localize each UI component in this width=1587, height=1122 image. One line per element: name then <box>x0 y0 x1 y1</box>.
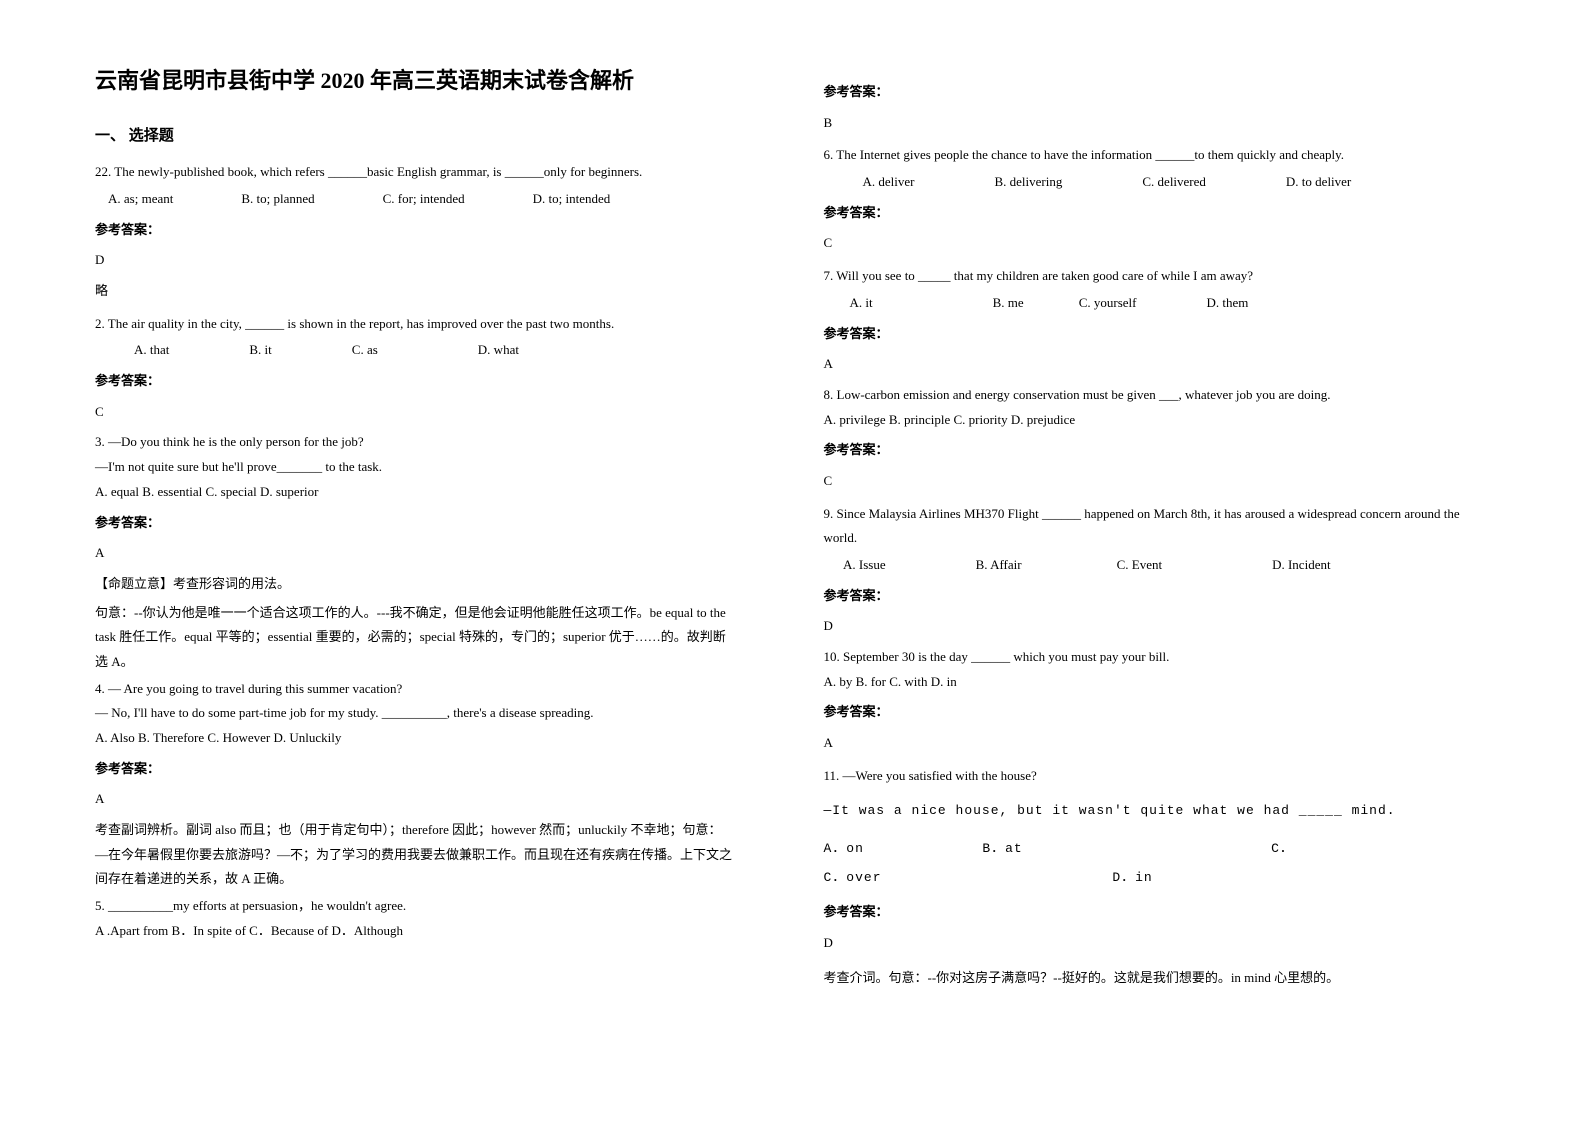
opt-d: D. to deliver <box>1286 170 1351 195</box>
opt-b: B. it <box>249 338 271 363</box>
answer-label: 参考答案： <box>824 584 1478 609</box>
opt-d: D. what <box>478 338 519 363</box>
explain-1: 【命题立意】考查形容词的用法。 <box>95 572 734 597</box>
opt-b: B. to; planned <box>228 187 314 212</box>
question-22: 22. The newly-published book, which refe… <box>95 160 734 303</box>
options: A. as; meant B. to; planned C. for; inte… <box>95 187 734 212</box>
answer-label: 参考答案： <box>824 322 1478 347</box>
opt-c-prefix: C． <box>1271 835 1294 864</box>
answer: A <box>824 731 1478 756</box>
opt-b: B. delivering <box>994 170 1062 195</box>
stem-2: — No, I'll have to do some part-time job… <box>95 701 734 726</box>
stem: 11. —Were you satisfied with the house? <box>824 764 1478 789</box>
opt-c: C. as <box>352 338 378 363</box>
answer-label: 参考答案： <box>95 511 734 536</box>
stem: 2. The air quality in the city, ______ i… <box>95 312 734 337</box>
stem: 3. —Do you think he is the only person f… <box>95 430 734 455</box>
options: A. Also B. Therefore C. However D. Unluc… <box>95 726 734 751</box>
opt-d: D. Incident <box>1272 553 1330 578</box>
question-7: 7. Will you see to _____ that my childre… <box>824 264 1478 377</box>
options: A. by B. for C. with D. in <box>824 670 1478 695</box>
answer: A <box>95 541 734 566</box>
explain: 考查副词辨析。副词 also 而且；也（用于肯定句中）；therefore 因此… <box>95 818 734 892</box>
answer: D <box>824 614 1478 639</box>
question-9: 9. Since Malaysia Airlines MH370 Flight … <box>824 502 1478 639</box>
options: A. privilege B. principle C. priority D.… <box>824 408 1478 433</box>
question-8: 8. Low-carbon emission and energy conser… <box>824 383 1478 494</box>
explain-2: 句意：--你认为他是唯一一个适合这项工作的人。---我不确定，但是他会证明他能胜… <box>95 601 734 675</box>
opt-c: C. yourself <box>1079 291 1137 316</box>
answer-label: 参考答案： <box>824 700 1478 725</box>
answer-label: 参考答案： <box>95 757 734 782</box>
opt-a: A. as; meant <box>95 187 173 212</box>
note: 略 <box>95 279 734 304</box>
stem: 4. — Are you going to travel during this… <box>95 677 734 702</box>
answer: C <box>95 400 734 425</box>
options: A. equal B. essential C. special D. supe… <box>95 480 734 505</box>
question-4: 4. — Are you going to travel during this… <box>95 677 734 893</box>
opt-a: A．on <box>824 835 974 864</box>
opt-c: C. delivered <box>1142 170 1206 195</box>
answer-label: 参考答案： <box>824 900 1478 925</box>
question-5: 5. __________my efforts at persuasion，he… <box>95 894 734 943</box>
answer-label: 参考答案： <box>824 80 1478 105</box>
left-column: 云南省昆明市县街中学 2020 年高三英语期末试卷含解析 一、 选择题 22. … <box>0 0 794 1122</box>
opt-a: A. deliver <box>863 170 915 195</box>
opt-c: C. for; intended <box>370 187 465 212</box>
options: A. Issue B. Affair C. Event D. Incident <box>824 553 1478 578</box>
question-3: 3. —Do you think he is the only person f… <box>95 430 734 674</box>
section-heading: 一、 选择题 <box>95 122 734 151</box>
question-11: 11. —Were you satisfied with the house? … <box>824 764 1478 991</box>
opt-b: B. me <box>993 291 1024 316</box>
opt-b: B．at <box>982 835 1262 864</box>
stem: 7. Will you see to _____ that my childre… <box>824 264 1478 289</box>
opt-b: B. Affair <box>976 553 1022 578</box>
answer: D <box>95 248 734 273</box>
stem: 8. Low-carbon emission and energy conser… <box>824 383 1478 408</box>
opt-a: A. that <box>134 338 169 363</box>
answer: A <box>95 787 734 812</box>
stem: 10. September 30 is the day ______ which… <box>824 645 1478 670</box>
options: A. it B. me C. yourself D. them <box>824 291 1478 316</box>
explain: 考查介词。句意：--你对这房子满意吗？--挺好的。这就是我们想要的。in min… <box>824 966 1478 991</box>
opt-d: D. to; intended <box>520 187 611 212</box>
stem: 22. The newly-published book, which refe… <box>95 160 734 185</box>
stem-2: —I'm not quite sure but he'll prove_____… <box>95 455 734 480</box>
doc-title: 云南省昆明市县街中学 2020 年高三英语期末试卷含解析 <box>95 60 734 102</box>
options: A. that B. it C. as D. what <box>95 338 734 363</box>
answer-label: 参考答案： <box>95 369 734 394</box>
answer: C <box>824 469 1478 494</box>
stem-2: —It was a nice house, but it wasn't quit… <box>824 799 1478 824</box>
opt-c: C．over <box>824 864 1104 893</box>
answer-label: 参考答案： <box>95 218 734 243</box>
answer-label: 参考答案： <box>824 201 1478 226</box>
answer: D <box>824 931 1478 956</box>
right-column: 参考答案： B 6. The Internet gives people the… <box>794 0 1587 1122</box>
q5-answer: B <box>824 111 1478 136</box>
opt-d: D. them <box>1206 291 1248 316</box>
answer: C <box>824 231 1478 256</box>
answer: A <box>824 352 1478 377</box>
question-2: 2. The air quality in the city, ______ i… <box>95 312 734 425</box>
stem: 9. Since Malaysia Airlines MH370 Flight … <box>824 502 1478 551</box>
opt-c: C. Event <box>1117 553 1163 578</box>
opt-a: A. Issue <box>843 553 886 578</box>
answer-label: 参考答案： <box>824 438 1478 463</box>
stem: 6. The Internet gives people the chance … <box>824 143 1478 168</box>
opt-d: D．in <box>1112 864 1152 893</box>
options: A .Apart from B．In spite of C．Because of… <box>95 919 734 944</box>
options: A. deliver B. delivering C. delivered D.… <box>824 170 1478 195</box>
question-10: 10. September 30 is the day ______ which… <box>824 645 1478 756</box>
options: A．on B．at C． C．over D．in <box>824 835 1478 892</box>
stem: 5. __________my efforts at persuasion，he… <box>95 894 734 919</box>
question-6: 6. The Internet gives people the chance … <box>824 143 1478 256</box>
opt-a: A. it <box>850 291 873 316</box>
